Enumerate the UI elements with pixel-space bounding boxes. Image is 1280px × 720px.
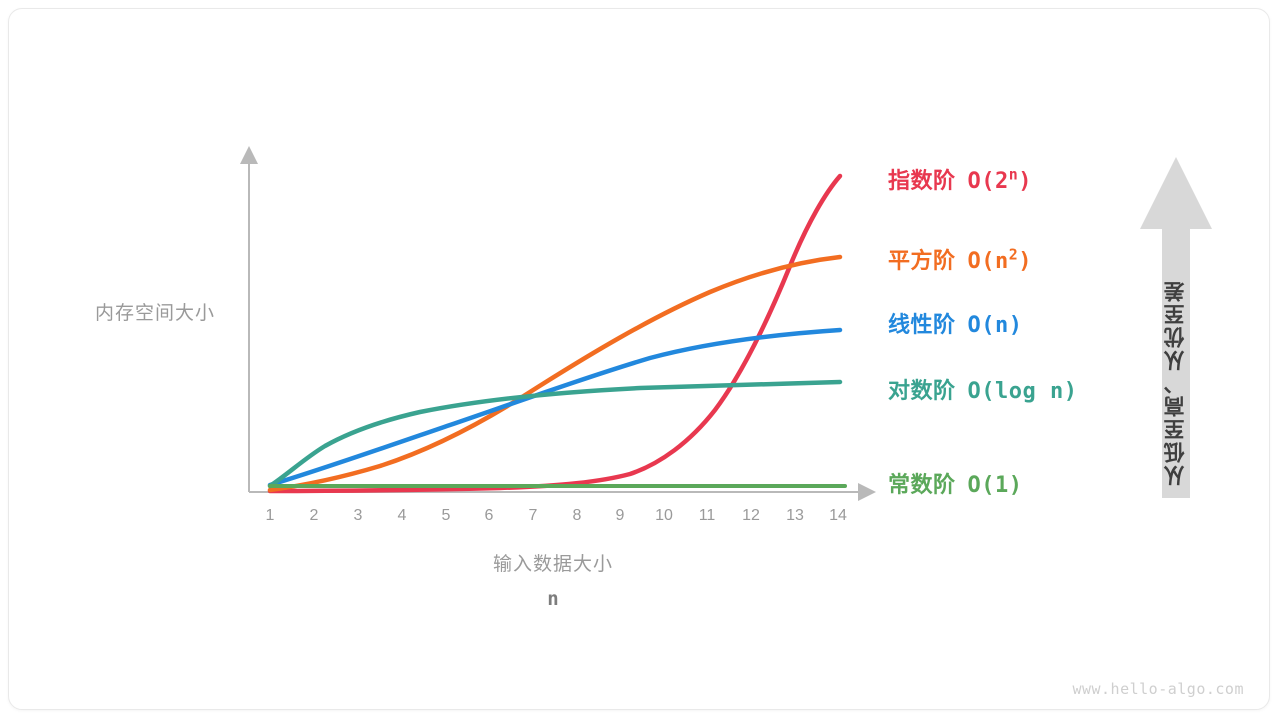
x-tick-12: 12 — [742, 507, 760, 524]
legend-item-logarithmic: 对数阶 O(log n) — [888, 373, 1077, 405]
legend-item-quadratic: 平方阶 O(n2) — [888, 243, 1032, 275]
x-tick-3: 3 — [353, 507, 363, 524]
x-tick-10: 10 — [655, 507, 673, 524]
legend-notation-exponential: O(2n) — [967, 165, 1033, 194]
legend-notation-sup-exponential: n — [1008, 165, 1019, 184]
x-tick-9: 9 — [615, 507, 625, 524]
x-tick-14: 14 — [829, 507, 847, 524]
legend-label-constant: 常数阶 — [888, 472, 956, 497]
legend-notation-constant: O(1) — [968, 473, 1023, 498]
legend-notation-end-logarithmic: ) — [1063, 379, 1078, 404]
curve-quadratic — [267, 254, 843, 493]
x-tick-4: 4 — [397, 507, 407, 524]
up-arrow-icon — [1140, 157, 1212, 498]
x-tick-8: 8 — [572, 507, 582, 524]
curve-logarithmic — [267, 379, 843, 489]
card-frame — [8, 8, 1270, 710]
legend-label-logarithmic: 对数阶 — [888, 378, 956, 403]
legend-label-exponential: 指数阶 — [888, 168, 956, 193]
legend-notation-end-exponential: ) — [1018, 169, 1033, 194]
x-tick-1: 1 — [265, 507, 275, 524]
legend-label-quadratic: 平方阶 — [888, 248, 956, 273]
x-axis-label: 输入数据大小 — [492, 554, 613, 575]
legend-notation-sup-quadratic: 2 — [1008, 245, 1019, 264]
x-axis-variable: n — [547, 588, 559, 610]
legend-notation-base-constant: O(1 — [967, 473, 1009, 498]
legend-notation-logarithmic: O(log n) — [968, 379, 1078, 404]
y-axis-label: 内存空间大小 — [94, 303, 215, 324]
legend-notation-base-exponential: O(2 — [967, 169, 1009, 194]
legend-notation-end-constant: ) — [1008, 473, 1023, 498]
x-tick-7: 7 — [528, 507, 538, 524]
curve-exponential — [267, 173, 843, 494]
legend-notation-linear: O(n) — [968, 313, 1023, 338]
legend-notation-base-linear: O(n — [967, 313, 1009, 338]
x-tick-6: 6 — [484, 507, 494, 524]
legend-notation-base-quadratic: O(n — [967, 249, 1009, 274]
x-tick-5: 5 — [441, 507, 451, 524]
x-tick-13: 13 — [786, 507, 804, 524]
x-tick-2: 2 — [309, 507, 319, 524]
legend-notation-end-linear: ) — [1008, 313, 1023, 338]
curve-linear — [267, 327, 843, 488]
x-tick-11: 11 — [698, 507, 716, 524]
legend-item-linear: 线性阶 O(n) — [888, 307, 1023, 339]
legend-notation-end-quadratic: ) — [1018, 249, 1033, 274]
ranking-arrow — [1138, 155, 1214, 500]
legend-label-linear: 线性阶 — [888, 312, 956, 337]
legend-notation-quadratic: O(n2) — [967, 245, 1033, 274]
legend-notation-base-logarithmic: O(log n — [967, 379, 1064, 404]
watermark: www.hello-algo.com — [1072, 680, 1244, 698]
legend-item-exponential: 指数阶 O(2n) — [888, 163, 1032, 195]
legend-item-constant: 常数阶 O(1) — [888, 467, 1023, 499]
